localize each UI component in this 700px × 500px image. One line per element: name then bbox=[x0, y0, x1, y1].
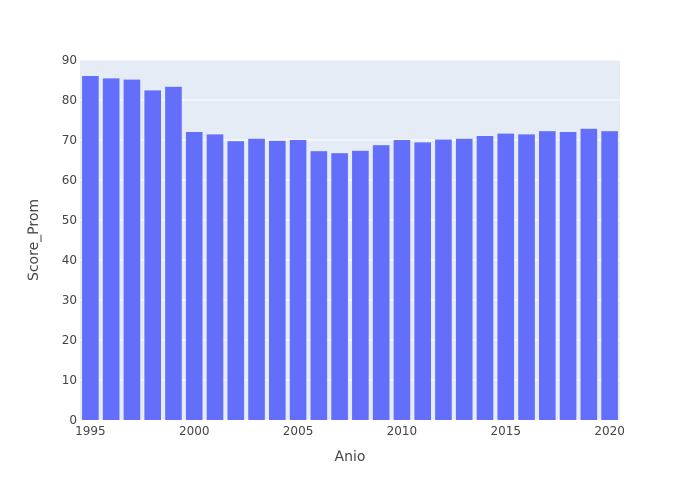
bar-2010 bbox=[393, 140, 411, 420]
bar-2004 bbox=[269, 140, 286, 421]
x-tick-label: 2015 bbox=[490, 424, 521, 438]
bar-2012 bbox=[435, 139, 452, 420]
bar-1999 bbox=[165, 86, 182, 421]
bar-2001 bbox=[206, 134, 224, 420]
y-tick-label: 80 bbox=[62, 93, 77, 107]
bar-2014 bbox=[476, 136, 494, 420]
y-axis-ticks: 0 10 20 30 40 50 60 70 80 90 bbox=[62, 53, 77, 427]
y-tick-label: 60 bbox=[62, 173, 77, 187]
x-tick-label: 2010 bbox=[387, 424, 418, 438]
x-axis-title: Anio bbox=[335, 449, 366, 465]
y-tick-label: 30 bbox=[62, 293, 77, 307]
bar-1996 bbox=[102, 78, 120, 421]
bar-2003 bbox=[248, 138, 265, 421]
bar-1997 bbox=[123, 79, 141, 420]
bar-2016 bbox=[518, 134, 535, 420]
bar-2018 bbox=[559, 132, 577, 420]
bars bbox=[82, 76, 618, 421]
y-tick-label: 70 bbox=[62, 133, 77, 147]
bar-2008 bbox=[352, 150, 369, 421]
y-tick-label: 90 bbox=[62, 53, 77, 67]
bar-2019 bbox=[580, 128, 598, 421]
x-axis-ticks: 1995 2000 2005 2010 2015 2020 bbox=[75, 424, 625, 438]
y-tick-label: 10 bbox=[62, 373, 77, 387]
bar-2013 bbox=[455, 138, 473, 421]
bar-2011 bbox=[414, 142, 431, 420]
bar-1998 bbox=[144, 90, 161, 421]
bar-2000 bbox=[185, 132, 203, 420]
bar-2005 bbox=[289, 140, 307, 420]
bar-2017 bbox=[539, 131, 556, 420]
bar-1995 bbox=[82, 76, 99, 420]
bar-2002 bbox=[227, 141, 245, 420]
bar-2009 bbox=[372, 145, 390, 420]
y-axis-title: Score_Prom bbox=[26, 199, 42, 281]
bar-2015 bbox=[497, 133, 515, 420]
y-tick-label: 50 bbox=[62, 213, 77, 227]
y-tick-label: 40 bbox=[62, 253, 77, 267]
x-tick-label: 2005 bbox=[283, 424, 314, 438]
bar-2006 bbox=[310, 151, 328, 420]
y-tick-label: 0 bbox=[69, 413, 77, 427]
y-tick-label: 20 bbox=[62, 333, 77, 347]
x-tick-label: 2000 bbox=[179, 424, 210, 438]
bar-2007 bbox=[331, 153, 348, 420]
bar-2020 bbox=[601, 131, 618, 420]
x-tick-label: 1995 bbox=[75, 424, 106, 438]
x-tick-label: 2020 bbox=[594, 424, 625, 438]
